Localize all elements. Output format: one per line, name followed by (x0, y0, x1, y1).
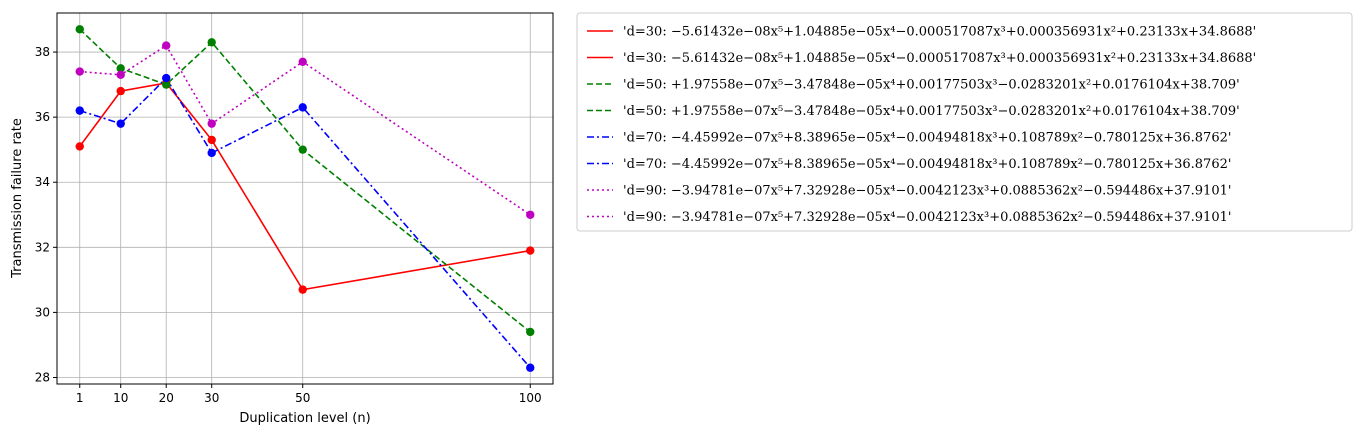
series-line-6 (79, 44, 531, 216)
data-point (526, 246, 535, 255)
x-tick-label: 50 (295, 391, 310, 405)
data-point (298, 57, 307, 67)
grid (57, 13, 553, 384)
y-axis-label: Transmission failure rate (10, 118, 25, 279)
data-point (207, 148, 216, 158)
legend-entry-label: 'd=70: −4.45992e−07x⁵+8.38965e−05x⁴−0.00… (623, 131, 1231, 146)
x-axis: 1 10 20 30 50 100 (76, 384, 542, 405)
data-point (162, 41, 171, 50)
plot-frame (56, 12, 554, 385)
legend-frame (576, 12, 1353, 232)
data-point (526, 327, 535, 337)
series-lines (79, 28, 531, 369)
data-point (75, 142, 84, 151)
data-point (116, 70, 125, 80)
data-point (116, 86, 125, 96)
x-tick-label: 30 (204, 391, 219, 405)
y-axis: 28 30 32 34 36 38 (35, 45, 57, 384)
data-point (162, 73, 171, 83)
data-point (298, 285, 307, 294)
data-point (298, 103, 307, 112)
x-tick-label: 10 (113, 391, 128, 405)
legend-entry-label: 'd=50: +1.97558e−07x⁵−3.47848e−05x⁴+0.00… (623, 104, 1240, 119)
data-point (207, 119, 216, 128)
legend: 'd=30: −5.61432e−08x⁵+1.04885e−05x⁴−0.00… (576, 12, 1353, 232)
x-tick-label: 100 (519, 391, 542, 405)
x-tick-label: 1 (76, 391, 84, 405)
legend-entry-label: 'd=70: −4.45992e−07x⁵+8.38965e−05x⁴−0.00… (623, 157, 1231, 172)
x-tick-label: 20 (159, 391, 174, 405)
data-point (207, 38, 216, 47)
y-tick-label: 28 (35, 370, 50, 384)
legend-entry-label: 'd=90: −3.94781e−07x⁵+7.32928e−05x⁴−0.00… (623, 210, 1231, 225)
legend-entry-label: 'd=30: −5.61432e−08x⁵+1.04885e−05x⁴−0.00… (623, 51, 1256, 66)
y-tick-label: 34 (35, 175, 50, 189)
legend-entry-label: 'd=30: −5.61432e−08x⁵+1.04885e−05x⁴−0.00… (623, 25, 1256, 40)
data-point (207, 135, 216, 145)
series-line-4 (79, 76, 531, 369)
data-point (116, 119, 125, 128)
data-points (75, 25, 535, 372)
data-point (116, 64, 125, 73)
data-point (75, 67, 84, 76)
x-axis-label: Duplication level (n) (239, 411, 370, 426)
series-line-2 (79, 28, 531, 333)
legend-entry-label: 'd=50: +1.97558e−07x⁵−3.47848e−05x⁴+0.00… (623, 78, 1240, 93)
data-point (298, 145, 307, 154)
data-point (75, 25, 84, 34)
series-line-0 (79, 82, 531, 291)
data-point (162, 80, 171, 89)
data-point (75, 106, 84, 115)
y-tick-label: 38 (35, 45, 50, 59)
data-point (526, 210, 535, 219)
y-tick-label: 32 (35, 240, 50, 254)
data-point (526, 363, 535, 372)
y-tick-label: 30 (35, 305, 50, 319)
y-tick-label: 36 (35, 110, 50, 124)
legend-entry-label: 'd=90: −3.94781e−07x⁵+7.32928e−05x⁴−0.00… (623, 184, 1231, 199)
